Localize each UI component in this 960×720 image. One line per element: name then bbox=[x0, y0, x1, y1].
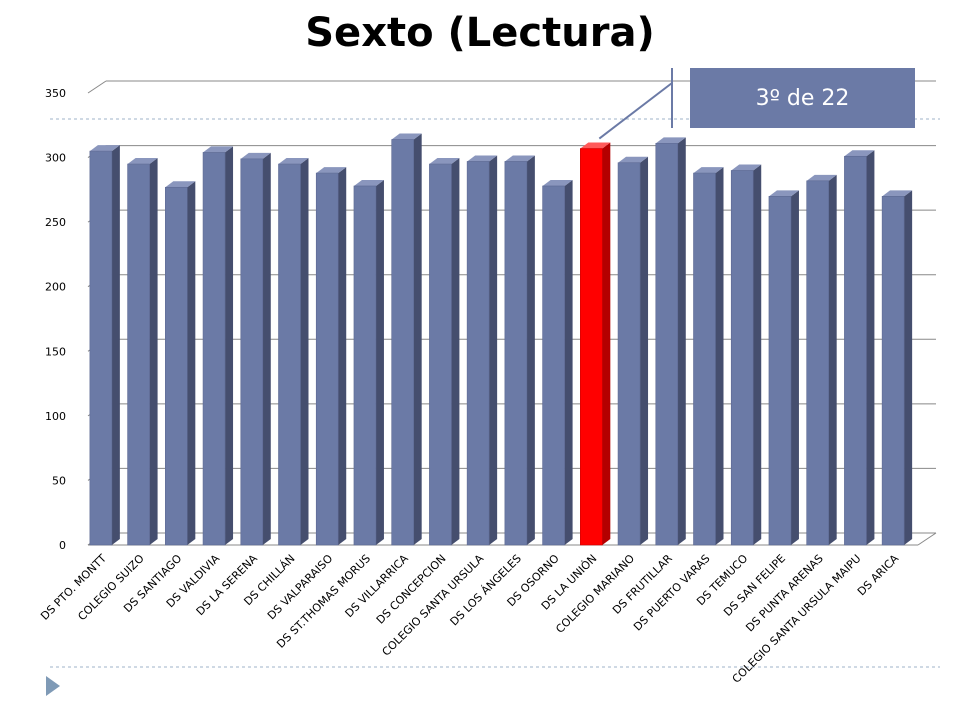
bar bbox=[693, 167, 724, 546]
bar bbox=[240, 152, 271, 546]
y-tick-label: 250 bbox=[45, 216, 66, 229]
y-tick-label: 50 bbox=[52, 474, 66, 487]
y-tick-label: 300 bbox=[45, 152, 66, 165]
bar bbox=[806, 174, 837, 546]
bar bbox=[466, 155, 498, 546]
bar bbox=[844, 150, 875, 546]
x-tick-label: COLEGIO SUIZO bbox=[75, 552, 147, 624]
bar bbox=[353, 179, 384, 546]
bar bbox=[89, 145, 120, 546]
bar bbox=[165, 181, 196, 546]
bar bbox=[881, 190, 913, 546]
bar bbox=[617, 156, 649, 546]
gridline-depth bbox=[87, 80, 107, 94]
bar bbox=[391, 133, 422, 546]
bar bbox=[429, 158, 460, 546]
ranking-callout: 3º de 22 bbox=[690, 68, 915, 128]
bar bbox=[542, 179, 573, 546]
y-tick-label: 350 bbox=[45, 87, 66, 100]
floor-right-edge bbox=[917, 532, 937, 546]
slide-bullet-icon bbox=[46, 676, 60, 696]
chart-title: Sexto (Lectura) bbox=[305, 10, 655, 56]
y-tick-label: 100 bbox=[45, 410, 66, 423]
callout-connector bbox=[598, 82, 673, 140]
bar bbox=[580, 142, 611, 546]
bar bbox=[202, 146, 234, 546]
x-tick-label: DS VALPARAISO bbox=[265, 552, 336, 623]
y-tick-label: 0 bbox=[59, 539, 66, 552]
bar bbox=[278, 158, 309, 546]
bar bbox=[127, 158, 158, 546]
x-tick-label: DS CONCEPCION bbox=[374, 552, 449, 627]
x-tick-label: DS PTO. MONTT bbox=[38, 552, 109, 623]
x-tick-label: DS ARICA bbox=[855, 552, 902, 599]
bar bbox=[315, 167, 347, 546]
y-tick-label: 150 bbox=[45, 345, 66, 358]
bar bbox=[655, 137, 686, 546]
bar bbox=[768, 190, 799, 546]
y-tick-label: 200 bbox=[45, 281, 66, 294]
x-tick-label: DS LOS ÁNGELES bbox=[448, 552, 524, 628]
bar bbox=[504, 155, 535, 546]
bar bbox=[730, 164, 762, 546]
